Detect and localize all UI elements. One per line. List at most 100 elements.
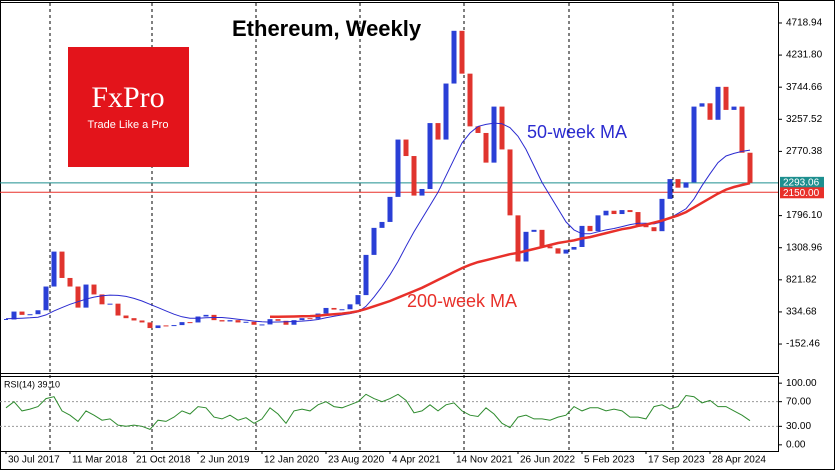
x-tick-label: 12 Jan 2020 [264, 455, 319, 466]
candle [739, 106, 745, 153]
last-price-box [780, 176, 824, 188]
candle [651, 227, 657, 232]
candle [67, 277, 73, 287]
candle [675, 179, 681, 188]
candle [563, 249, 569, 254]
candle [147, 322, 153, 329]
candle [747, 152, 753, 183]
candle [235, 320, 241, 323]
candle [579, 225, 585, 247]
rsi-tick-label: 0.00 [786, 439, 806, 450]
y-tick-label: 334.68 [786, 307, 817, 318]
rsi-tick-label: 100.00 [786, 378, 817, 389]
logo-box [68, 47, 189, 167]
candle [723, 86, 729, 110]
candle [163, 325, 169, 327]
candle [331, 307, 337, 310]
y-tick-label: 3257.52 [786, 114, 823, 125]
plot [0, 30, 778, 430]
candle [11, 311, 17, 320]
ma-line [5, 122, 751, 323]
candle [299, 318, 305, 321]
candle [507, 149, 513, 216]
candle [219, 320, 225, 322]
candle [411, 156, 417, 196]
candle [443, 83, 449, 140]
candle [699, 103, 705, 107]
logo-name: FxPro [91, 81, 164, 114]
x-tick-label: 11 Mar 2018 [72, 455, 128, 466]
candle [427, 123, 433, 189]
candle [243, 321, 249, 323]
candle [323, 307, 329, 314]
candle [123, 315, 129, 319]
candle [51, 251, 57, 287]
rsi-tick-label: 70.00 [786, 396, 811, 407]
candle [251, 321, 257, 325]
candle [347, 304, 353, 310]
candle [587, 225, 593, 232]
candle [355, 295, 361, 305]
y-tick-label: -152.46 [786, 339, 820, 350]
candle [491, 106, 497, 163]
rsi-tick-label: 30.00 [786, 421, 811, 432]
candle [659, 198, 665, 232]
ma200-label: 200-week MA [407, 291, 517, 311]
candle [227, 320, 233, 322]
candle [451, 30, 457, 84]
main-panel [0, 2, 779, 374]
y-tick-label: 821.82 [786, 274, 817, 285]
ma-line [269, 181, 751, 319]
y-tick-label: 4231.80 [786, 50, 823, 61]
ma50-label: 50-week MA [527, 122, 627, 142]
candle [475, 126, 481, 133]
candle [379, 221, 385, 228]
x-tick-label: 21 Oct 2018 [136, 455, 191, 466]
candle [107, 303, 113, 305]
y-tick-label: 4718.94 [786, 18, 823, 29]
candle [603, 210, 609, 216]
candle [483, 132, 489, 163]
y-tick-label: 1796.10 [786, 210, 823, 221]
candle [371, 227, 377, 255]
level-box [780, 187, 824, 199]
candle [99, 294, 105, 305]
candle [555, 248, 561, 254]
candle [667, 179, 673, 199]
candle [339, 309, 345, 311]
candle [531, 229, 537, 232]
y-tick-label: 2770.38 [786, 146, 823, 157]
candle [307, 318, 313, 320]
candle [611, 210, 617, 215]
candle [187, 322, 193, 324]
candle [715, 86, 721, 120]
candle [395, 139, 401, 197]
candle [403, 139, 409, 157]
candle [731, 106, 737, 110]
x-tick-label: 14 Nov 2021 [456, 455, 513, 466]
x-tick-label: 5 Feb 2023 [584, 455, 635, 466]
candle [115, 303, 121, 316]
candle [643, 225, 649, 228]
candle [155, 325, 161, 329]
x-tick-label: 23 Aug 2020 [328, 455, 385, 466]
candle [523, 231, 529, 262]
y-tick-label: 3744.66 [786, 82, 823, 93]
candle [59, 251, 65, 278]
candle [515, 215, 521, 262]
logo: FxPro Trade Like a Pro [68, 47, 189, 167]
rsi-line [5, 393, 751, 430]
candle [139, 320, 145, 323]
x-tick-label: 30 Jul 2017 [8, 455, 60, 466]
last-price-label: 2293.06 [783, 177, 820, 188]
candle [19, 311, 25, 315]
candle [707, 103, 713, 120]
chart-title: Ethereum, Weekly [232, 16, 422, 41]
rsi-label: RSI(14) 39.10 [4, 379, 60, 389]
candle [35, 310, 41, 315]
candle [387, 196, 393, 222]
candle [75, 286, 81, 308]
x-tick-label: 4 Apr 2021 [392, 455, 441, 466]
candle [595, 215, 601, 232]
